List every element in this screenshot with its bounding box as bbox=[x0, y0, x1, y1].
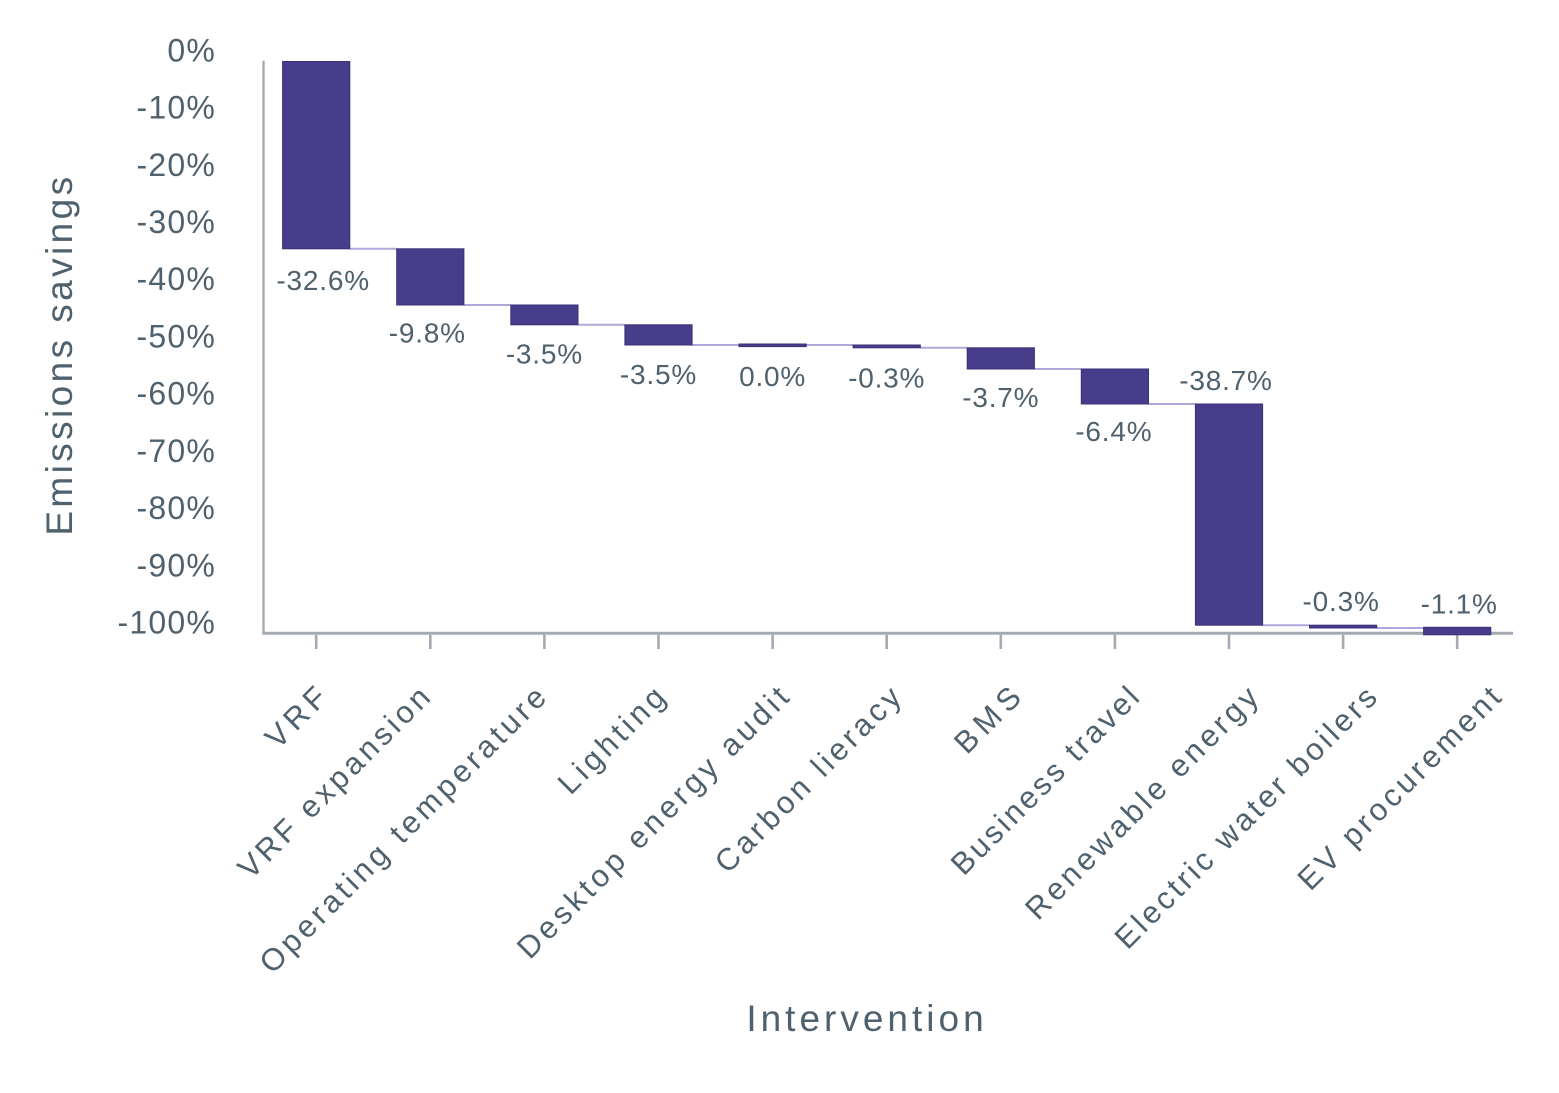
svg-text:-50%: -50% bbox=[136, 318, 216, 354]
svg-text:Intervention: Intervention bbox=[746, 998, 987, 1039]
svg-text:-40%: -40% bbox=[136, 261, 216, 297]
svg-text:-10%: -10% bbox=[136, 90, 216, 126]
svg-text:-30%: -30% bbox=[136, 204, 216, 240]
svg-text:-9.8%: -9.8% bbox=[389, 318, 466, 349]
svg-text:-100%: -100% bbox=[118, 605, 217, 641]
svg-text:-70%: -70% bbox=[136, 433, 216, 469]
svg-text:0.0%: 0.0% bbox=[739, 361, 806, 392]
svg-text:-32.6%: -32.6% bbox=[276, 265, 370, 296]
svg-text:-1.1%: -1.1% bbox=[1421, 588, 1498, 619]
svg-text:-38.7%: -38.7% bbox=[1179, 365, 1273, 396]
svg-text:-80%: -80% bbox=[136, 490, 216, 526]
svg-text:-0.3%: -0.3% bbox=[848, 362, 925, 393]
svg-text:-60%: -60% bbox=[136, 376, 216, 412]
svg-text:Emissions savings: Emissions savings bbox=[39, 174, 80, 536]
svg-text:-6.4%: -6.4% bbox=[1075, 416, 1152, 447]
svg-text:-3.5%: -3.5% bbox=[620, 359, 697, 390]
svg-text:-3.5%: -3.5% bbox=[506, 338, 583, 369]
svg-text:-90%: -90% bbox=[136, 547, 216, 583]
svg-text:-0.3%: -0.3% bbox=[1303, 586, 1380, 617]
svg-text:0%: 0% bbox=[167, 32, 216, 68]
svg-text:-3.7%: -3.7% bbox=[962, 382, 1039, 413]
svg-text:-20%: -20% bbox=[136, 147, 216, 183]
